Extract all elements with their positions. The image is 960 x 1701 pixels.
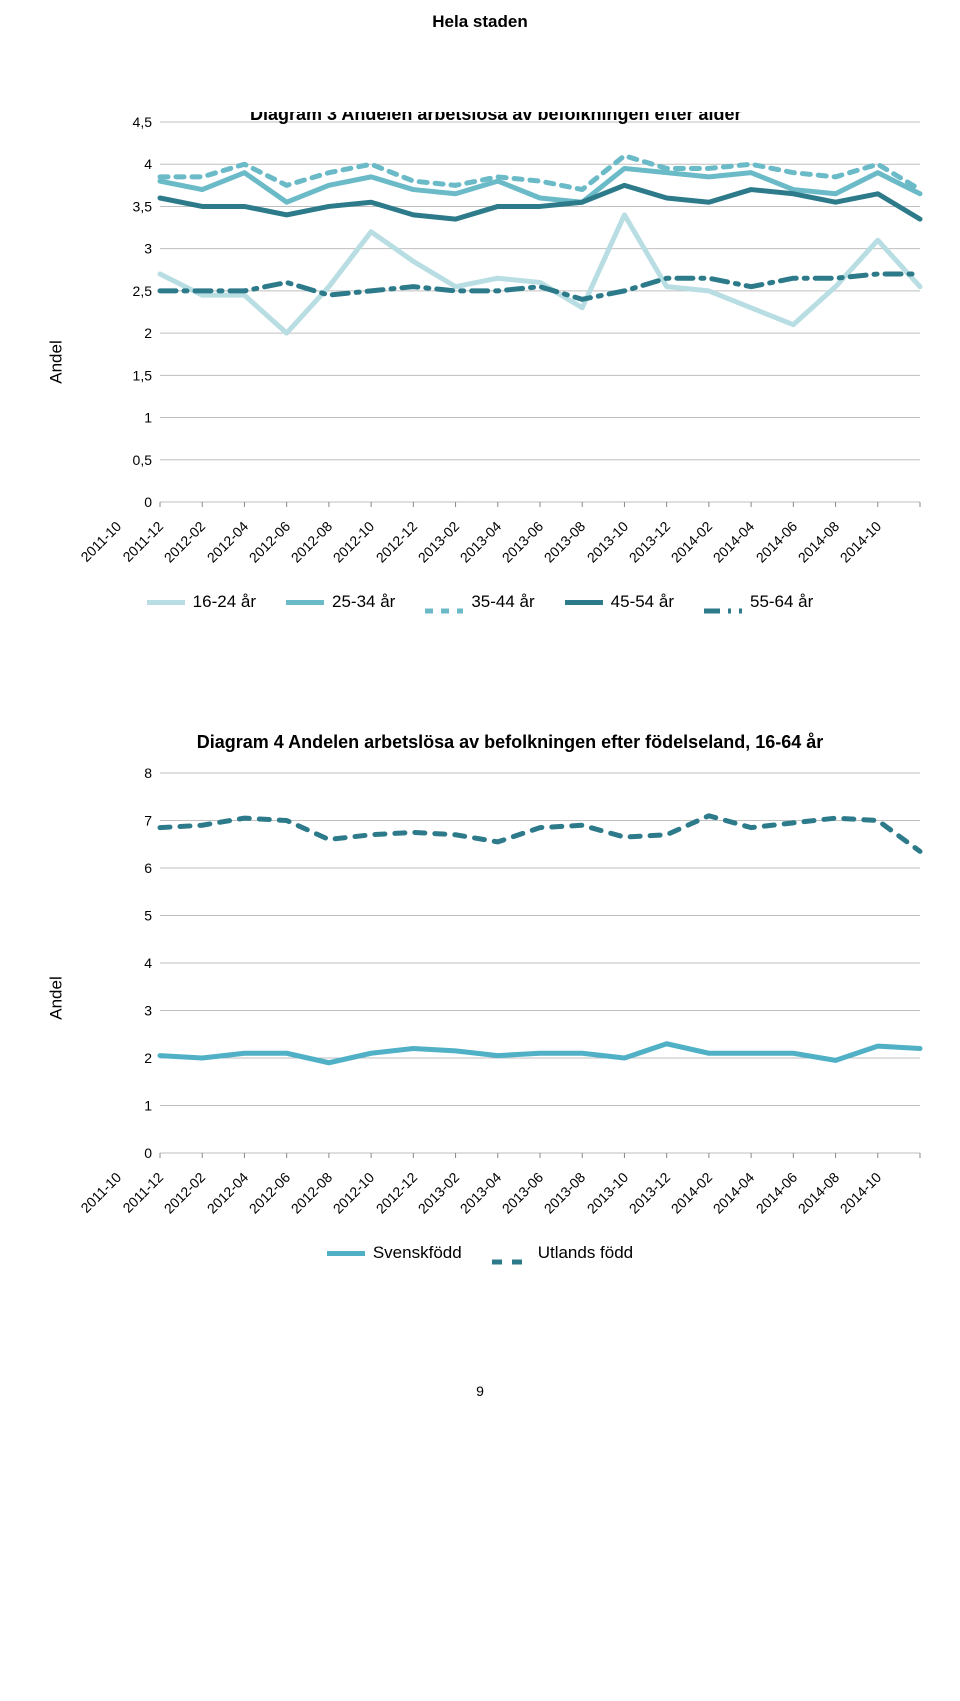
x-tick-label: 2012-02 (161, 518, 209, 566)
legend-item: Svenskfödd (327, 1243, 462, 1263)
legend-item: 25-34 år (286, 592, 395, 612)
legend-label: 35-44 år (471, 592, 534, 612)
legend-label: 55-64 år (750, 592, 813, 612)
svg-text:0,5: 0,5 (133, 452, 153, 468)
legend-swatch (147, 600, 185, 605)
svg-text:0: 0 (144, 1145, 152, 1161)
x-tick-label: 2012-10 (330, 518, 378, 566)
svg-text:4,5: 4,5 (133, 114, 153, 130)
chart4-legend: Svenskfödd Utlands född (55, 1243, 905, 1263)
legend-swatch (492, 1250, 530, 1256)
legend-label: Svenskfödd (373, 1243, 462, 1263)
chart3-svg: 0 0,5 1 1,5 2 2,5 3 3,5 4 4,5 Diagram 3 Andelen ar… (115, 112, 925, 512)
legend-label: 16-24 år (193, 592, 256, 612)
page-title: Hela staden (0, 0, 960, 112)
x-tick-label: 2013-08 (541, 518, 589, 566)
x-tick-label: 2014-08 (794, 518, 842, 566)
x-tick-label: 2013-02 (414, 518, 462, 566)
svg-text:3: 3 (144, 241, 152, 257)
svg-text:1,5: 1,5 (133, 367, 153, 383)
chart4-ylabel: Andel (47, 976, 67, 1019)
legend-label: 25-34 år (332, 592, 395, 612)
svg-text:4: 4 (144, 955, 152, 971)
chart4-xticks: 2011-102011-122012-022012-042012-062012-… (115, 1163, 875, 1233)
chart3-plot-wrap: 0 0,5 1 1,5 2 2,5 3 3,5 4 4,5 Diagram 3 Andelen ar… (115, 112, 905, 582)
legend-label: Utlands född (538, 1243, 633, 1263)
svg-text:8: 8 (144, 765, 152, 781)
svg-text:7: 7 (144, 813, 152, 829)
legend-item: 55-64 år (704, 592, 813, 612)
page: Hela staden Andel 0 0,5 1 1,5 2 2,5 3 3,5 4 4,5 Di… (0, 0, 960, 1459)
svg-text:1: 1 (144, 410, 152, 426)
svg-text:2,5: 2,5 (133, 283, 153, 299)
legend-item: Utlands född (492, 1243, 633, 1263)
x-tick-label: 2013-12 (626, 1169, 674, 1217)
x-tick-label: 2011-10 (77, 1169, 124, 1216)
svg-text:2: 2 (144, 325, 152, 341)
svg-text:2: 2 (144, 1050, 152, 1066)
x-tick-label: 2013-04 (457, 1169, 505, 1217)
chart3: Andel 00,511,522,533,544,5Diagram 3 Ande… (55, 112, 905, 612)
legend-swatch (704, 599, 742, 605)
x-tick-label: 2013-10 (583, 1169, 631, 1217)
x-tick-label: 2013-12 (626, 518, 674, 566)
chart4-title: Diagram 4 Andelen arbetslösa av befolkni… (115, 732, 905, 753)
x-tick-label: 2014-10 (837, 518, 885, 566)
legend-swatch (565, 600, 603, 605)
chart4-plot-wrap: Diagram 4 Andelen arbetslösa av befolkni… (115, 732, 905, 1233)
legend-item: 16-24 år (147, 592, 256, 612)
x-tick-label: 2012-12 (372, 1169, 420, 1217)
legend-item: 35-44 år (425, 592, 534, 612)
x-tick-label: 2011-10 (77, 518, 124, 565)
chart4-svg: 0 1 2 3 4 5 6 7 8 (115, 763, 925, 1163)
x-tick-label: 2014-06 (752, 518, 800, 566)
page-number: 9 (0, 1383, 960, 1399)
x-tick-label: 2012-06 (246, 1169, 294, 1217)
legend-swatch (327, 1251, 365, 1256)
svg-text:1: 1 (144, 1098, 152, 1114)
chart3-legend: 16-24 år 25-34 år 35-44 år 45-54 år 55-64 år (55, 592, 905, 612)
chart4: Andel Diagram 4 Andelen arbetslösa av be… (55, 732, 905, 1263)
x-tick-label: 2011-12 (120, 518, 167, 565)
x-tick-label: 2012-06 (246, 518, 294, 566)
legend-swatch (425, 599, 463, 605)
x-tick-label: 2014-04 (710, 1169, 758, 1217)
x-tick-label: 2012-12 (372, 518, 420, 566)
x-tick-label: 2014-04 (710, 518, 758, 566)
x-tick-label: 2014-02 (668, 518, 716, 566)
svg-text:6: 6 (144, 860, 152, 876)
x-tick-label: 2014-08 (794, 1169, 842, 1217)
legend-swatch (286, 600, 324, 605)
x-tick-label: 2013-02 (414, 1169, 462, 1217)
x-tick-label: 2013-08 (541, 1169, 589, 1217)
x-tick-label: 2012-04 (203, 1169, 251, 1217)
x-tick-label: 2013-04 (457, 518, 505, 566)
svg-text:4: 4 (144, 156, 152, 172)
svg-text:5: 5 (144, 908, 152, 924)
x-tick-label: 2013-06 (499, 1169, 547, 1217)
legend-label: 45-54 år (611, 592, 674, 612)
x-tick-label: 2013-06 (499, 518, 547, 566)
x-tick-label: 2013-10 (583, 518, 631, 566)
x-tick-label: 2012-08 (288, 518, 336, 566)
x-tick-label: 2014-10 (837, 1169, 885, 1217)
x-tick-label: 2014-02 (668, 1169, 716, 1217)
x-tick-label: 2012-10 (330, 1169, 378, 1217)
x-tick-label: 2012-02 (161, 1169, 209, 1217)
x-tick-label: 2012-08 (288, 1169, 336, 1217)
svg-text:0: 0 (144, 494, 152, 510)
svg-text:Diagram 3 Andelen arbetslösa a: Diagram 3 Andelen arbetslösa av befolkni… (250, 112, 741, 124)
legend-item: 45-54 år (565, 592, 674, 612)
x-tick-label: 2014-06 (752, 1169, 800, 1217)
x-tick-label: 2012-04 (203, 518, 251, 566)
chart3-ylabel: Andel (47, 340, 67, 383)
chart3-xticks: 2011-102011-122012-022012-042012-062012-… (115, 512, 875, 582)
x-tick-label: 2011-12 (120, 1169, 167, 1216)
svg-text:3,5: 3,5 (133, 198, 153, 214)
svg-text:3: 3 (144, 1003, 152, 1019)
